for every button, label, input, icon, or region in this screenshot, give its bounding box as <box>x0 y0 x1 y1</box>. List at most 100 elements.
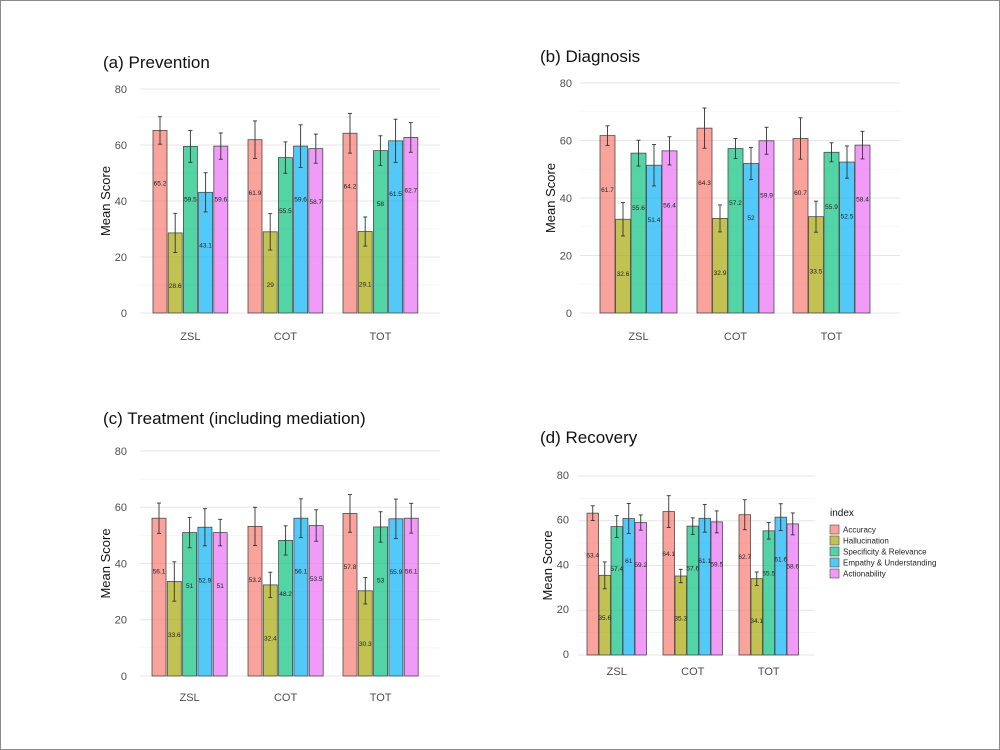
bar-actionability-zsl <box>212 532 228 677</box>
data-label: 33.5 <box>810 268 823 275</box>
bar-hallucination-tot <box>750 578 763 656</box>
y-tick-label: 20 <box>115 615 127 627</box>
data-label: 57.6 <box>686 566 699 573</box>
bar-specificity-relevance-cot <box>686 525 699 656</box>
legend-swatch-hallucination <box>829 535 840 546</box>
x-tick-label: TOT <box>370 692 392 704</box>
data-label: 57.4 <box>610 566 623 573</box>
y-tick-label: 20 <box>115 252 127 264</box>
bar-accuracy-cot <box>247 525 263 677</box>
x-tick-label: COT <box>274 331 298 343</box>
data-label: 62.7 <box>738 554 751 561</box>
legend: index Accuracy Hallucination Specificity &… <box>829 508 936 579</box>
bar-specificity-relevance-tot <box>373 526 389 677</box>
data-label: 60.7 <box>794 190 807 197</box>
y-tick-label: 60 <box>115 140 127 152</box>
bar-accuracy-zsl <box>152 130 168 314</box>
data-label: 61.7 <box>601 187 614 194</box>
data-label: 58.6 <box>786 563 799 570</box>
data-label: 58.4 <box>856 197 869 204</box>
bar-specificity-relevance-tot <box>762 530 775 656</box>
data-label: 53.5 <box>310 576 323 583</box>
data-label: 61.1 <box>698 558 711 565</box>
data-label: 35.6 <box>598 615 611 622</box>
data-label: 53.2 <box>249 577 262 584</box>
legend-swatch-specificity-relevance <box>829 546 840 557</box>
data-label: 62.7 <box>404 188 417 195</box>
x-tick-label: TOT <box>758 666 780 678</box>
y-tick-label: 80 <box>115 446 127 458</box>
data-label: 51 <box>186 583 194 590</box>
x-tick-label: ZSL <box>180 331 200 343</box>
x-tick-label: ZSL <box>180 692 200 704</box>
data-label: 59.9 <box>760 192 773 199</box>
x-tick-label: TOT <box>370 331 392 343</box>
data-label: 65.2 <box>154 181 167 188</box>
y-tick-label: 40 <box>560 193 572 205</box>
y-tick-label: 60 <box>557 515 569 527</box>
bar-empathy-understanding-cot <box>293 517 309 677</box>
bar-empathy-understanding-zsl <box>622 518 635 656</box>
bar-specificity-relevance-zsl <box>610 526 623 656</box>
data-label: 32.9 <box>714 270 727 277</box>
data-label: 64.3 <box>698 180 711 187</box>
bar-actionability-zsl <box>213 145 229 314</box>
bar-accuracy-tot <box>738 514 751 656</box>
y-tick-label: 80 <box>560 78 572 90</box>
data-label: 35.3 <box>674 616 687 623</box>
data-label: 56.1 <box>405 569 418 576</box>
bar-empathy-understanding-cot <box>743 163 759 314</box>
bar-empathy-understanding-cot <box>293 145 309 314</box>
data-label: 59.5 <box>710 561 723 568</box>
data-label: 55.5 <box>762 570 775 577</box>
data-label: 61 <box>625 558 633 565</box>
bar-specificity-relevance-cot <box>277 157 293 314</box>
panel-title: (b) Diagnosis <box>540 47 640 66</box>
y-axis-title: Mean Score <box>98 166 113 236</box>
y-tick-label: 20 <box>560 250 572 262</box>
legend-label: Accuracy <box>843 526 876 535</box>
chart-panel-2: (b) Diagnosis 0 20 40 60 80 Mean Score ZSL 61.7 3… <box>540 47 900 343</box>
data-label: 57.2 <box>729 200 742 207</box>
bar-hallucination-cot <box>262 584 278 677</box>
bar-specificity-relevance-cot <box>727 148 744 314</box>
x-tick-label: TOT <box>821 331 843 343</box>
data-label: 52.9 <box>199 578 212 585</box>
bar-empathy-understanding-tot <box>774 516 787 656</box>
data-label: 58.7 <box>309 199 322 206</box>
legend-label: Specificity & Relevance <box>843 548 927 557</box>
bar-accuracy-tot <box>342 132 358 314</box>
bar-empathy-understanding-tot <box>388 140 404 314</box>
data-label: 61.5 <box>389 191 402 198</box>
data-label: 33.6 <box>168 632 181 639</box>
y-tick-label: 80 <box>115 84 127 96</box>
data-label: 59.2 <box>634 562 647 569</box>
data-label: 55.9 <box>825 204 838 211</box>
data-label: 59.5 <box>184 197 197 204</box>
data-label: 58 <box>377 201 385 208</box>
bar-actionability-cot <box>710 521 723 656</box>
panel-title: (d) Recovery <box>540 428 638 447</box>
bar-specificity-relevance-tot <box>372 150 388 314</box>
y-tick-label: 40 <box>115 196 127 208</box>
data-label: 61.9 <box>249 190 262 197</box>
data-label: 29.1 <box>359 282 372 289</box>
bar-actionability-tot <box>403 517 419 677</box>
data-label: 61.6 <box>774 557 787 564</box>
x-tick-label: COT <box>274 692 298 704</box>
bar-specificity-relevance-zsl <box>182 145 198 314</box>
legend-label: Empathy & Understanding <box>843 559 936 568</box>
bar-empathy-understanding-tot <box>839 161 855 314</box>
bar-actionability-cot <box>758 140 775 314</box>
legend-swatch-accuracy <box>829 524 840 535</box>
y-tick-label: 60 <box>560 135 572 147</box>
data-label: 55.9 <box>390 569 403 576</box>
panel-title: (a) Prevention <box>103 53 210 72</box>
bar-accuracy-zsl <box>586 512 599 656</box>
bar-actionability-tot <box>854 144 871 314</box>
bar-accuracy-cot <box>247 139 263 314</box>
bar-specificity-relevance-tot <box>823 151 840 314</box>
data-label: 28.6 <box>169 283 182 290</box>
bar-accuracy-tot <box>792 138 809 314</box>
